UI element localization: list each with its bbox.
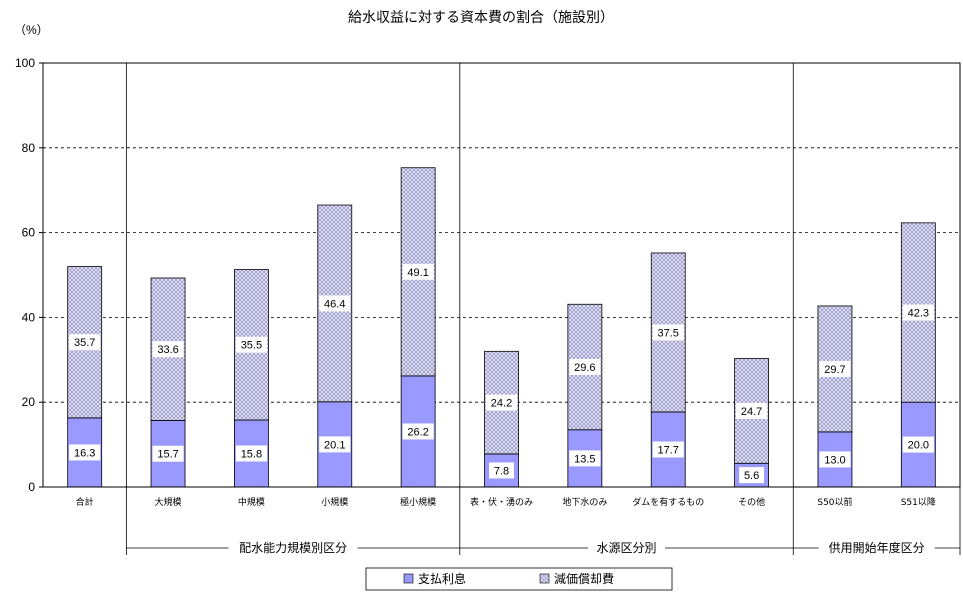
y-tick-label: 20 [22,395,36,409]
data-label-interest-bg [819,451,851,468]
category-groups: 配水能力規模別区分 水源区分別 供用開始年度区分 [125,63,961,555]
data-label-depreciation-bg [319,295,351,312]
y-tick-label: 100 [15,56,35,70]
data-label-depreciation-bg [569,359,601,376]
data-label-depreciation: 46.4 [324,298,345,310]
data-label-interest: 13.5 [574,453,595,465]
data-label-depreciation: 35.7 [74,337,95,349]
data-label-interest: 15.7 [157,449,178,461]
data-label-interest-bg [152,445,184,462]
data-label-depreciation: 24.7 [741,406,762,418]
data-label-interest-bg [402,423,434,440]
x-category-label: S51以降 [901,496,936,508]
bars [67,167,936,488]
group-label: 配水能力規模別区分 [239,540,347,555]
x-category-label: 地下水のみ [562,496,607,508]
data-label-interest: 17.7 [658,444,679,456]
group-label: 水源区分別 [597,541,657,555]
data-label-depreciation: 42.3 [908,308,929,320]
data-label-interest: 7.8 [494,465,509,477]
data-label-interest-bg [319,436,351,453]
x-category-label: 中規模 [238,496,265,508]
data-label-interest-bg [902,436,934,453]
y-tick-label: 40 [22,310,36,324]
data-label-interest: 16.3 [74,447,95,459]
y-tick-label: 60 [22,226,36,240]
data-label-interest-bg [739,467,765,484]
x-category-label: 表・伏・湧のみ [470,496,533,508]
data-label-interest-bg [235,445,268,462]
x-category-label: 小規模 [321,497,348,508]
x-category-label: S50以前 [817,496,852,508]
data-labels: 16.3 35.7 15.7 33.6 15.8 35.5 20.1 46.4 26.2 49.1… [69,263,934,484]
x-category-label: 合計 [76,496,94,508]
x-category-label: ダムを有するもの [632,496,704,508]
data-label-interest: 20.1 [324,439,345,451]
data-label-interest: 5.6 [744,470,759,482]
y-axis-label: （%） [14,23,49,37]
data-label-depreciation-bg [69,334,101,351]
data-label-depreciation: 37.5 [658,327,679,339]
data-label-interest-bg [569,450,601,467]
data-label-interest-bg [652,441,684,458]
x-category-label: 極小規模 [400,496,436,508]
x-category-label: その他 [738,496,765,508]
group-label: 供用開始年度区分 [829,540,925,555]
data-label-depreciation: 49.1 [407,267,428,279]
data-label-interest: 20.0 [908,440,929,452]
y-tick-label: 80 [22,141,36,155]
data-label-depreciation-bg [402,263,434,280]
data-label-depreciation-bg [485,394,518,411]
data-label-depreciation-bg [735,402,768,419]
data-label-interest: 13.0 [824,454,845,466]
data-label-depreciation: 35.5 [241,340,262,352]
data-label-depreciation: 33.6 [157,344,178,356]
data-label-depreciation: 24.2 [491,398,512,410]
x-axis-categories: 合計 大規模 中規模 小規模 極小規模 表・伏・湧のみ 地下水のみ ダムを有するもの その他 S5… [76,496,936,508]
data-label-depreciation-bg [819,360,851,377]
legend: 支払利息 減価償却費 [365,567,673,591]
x-category-label: 大規模 [155,496,182,508]
data-label-interest-bg [69,444,101,461]
data-label-depreciation: 29.7 [824,364,845,376]
data-label-interest: 15.8 [241,449,262,461]
legend-box [365,567,673,591]
legend-swatch-depreciation [539,573,550,584]
data-label-depreciation-bg [152,341,184,358]
data-label-interest: 26.2 [407,426,428,438]
legend-swatch-interest [403,573,414,584]
legend-label-interest: 支払利息 [418,571,466,586]
data-label-depreciation-bg [652,324,684,341]
data-label-depreciation-bg [235,336,268,353]
chart-title: 給水収益に対する資本費の割合（施設別） [348,9,614,26]
y-tick-label: 0 [28,480,35,494]
data-label-depreciation-bg [902,304,934,321]
legend-label-depreciation: 減価償却費 [554,571,614,586]
y-axis-ticks: 0 20 40 60 80 100 [15,56,43,494]
data-label-interest-bg [489,462,514,479]
data-label-depreciation: 29.6 [574,362,595,374]
plot-area-border [42,62,961,488]
